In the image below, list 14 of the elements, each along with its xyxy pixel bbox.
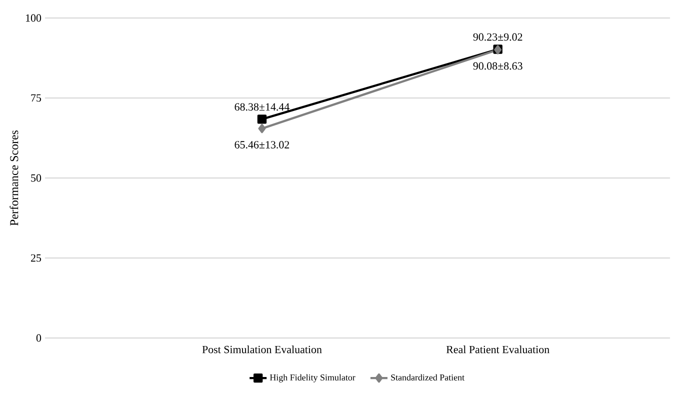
data-label: 65.46±13.02 [234, 141, 290, 148]
y-tick-label: 0 [36, 334, 42, 342]
legend-label: Standardized Patient [391, 374, 464, 380]
y-tick-label: 100 [26, 14, 42, 22]
x-tick-label: Real Patient Evaluation [446, 346, 550, 354]
data-label: 90.23±9.02 [473, 33, 522, 41]
y-tick-label: 75 [31, 94, 42, 102]
data-label: 68.38±14.44 [234, 103, 290, 111]
y-axis-title: Performance Scores [10, 130, 18, 226]
legend-label: High Fidelity Simulator [270, 374, 356, 382]
x-tick-label: Post Simulation Evaluation [202, 346, 322, 354]
y-tick-label: 50 [31, 174, 42, 182]
data-label: 90.08±8.63 [473, 62, 522, 70]
y-tick-label: 25 [31, 254, 42, 262]
